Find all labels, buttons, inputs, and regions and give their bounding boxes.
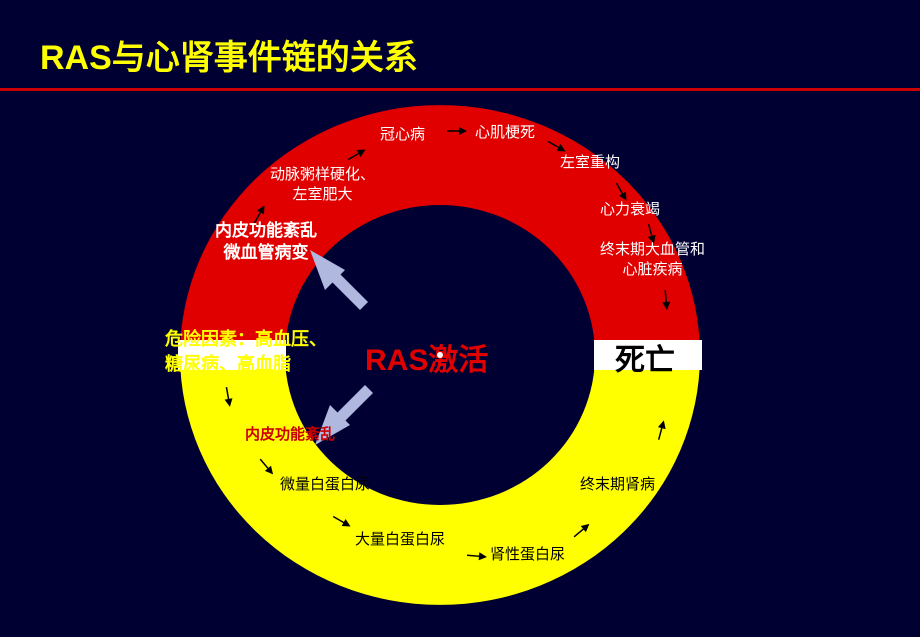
flow-arrow-icon — [445, 125, 467, 137]
node-esrd: 终末期肾病 — [580, 475, 655, 495]
node-microalbuminuria: 微量白蛋白尿 — [280, 475, 370, 495]
node-text: 心力衰竭 — [600, 201, 660, 218]
node-text: 终末期肾病 — [580, 476, 655, 493]
node-text: 终末期大血管和心脏疾病 — [600, 241, 705, 278]
node-text: 微量白蛋白尿 — [280, 476, 370, 493]
flow-arrow-icon — [659, 288, 673, 311]
node-heart-failure: 心力衰竭 — [600, 200, 660, 220]
node-endo-dysfunc-2: 内皮功能紊乱 — [245, 425, 335, 445]
page-title: RAS与心肾事件链的关系 — [40, 30, 418, 79]
node-text: 冠心病 — [380, 126, 425, 143]
center-dot-icon — [437, 352, 443, 358]
node-text: 大量白蛋白尿 — [355, 531, 445, 548]
risk-factors-label: 危险因素：高血压、糖尿病、高血脂 — [165, 327, 327, 377]
node-text: 内皮功能紊乱微血管病变 — [215, 221, 317, 262]
node-chd: 冠心病 — [380, 125, 425, 145]
node-text: 内皮功能紊乱 — [245, 426, 335, 443]
node-text: 心肌梗死 — [475, 124, 535, 141]
node-mi: 心肌梗死 — [475, 123, 535, 143]
node-macroalbuminuria: 大量白蛋白尿 — [355, 530, 445, 550]
node-endo-dysfunc-micro: 内皮功能紊乱微血管病变 — [215, 220, 317, 264]
node-text: 肾性蛋白尿 — [490, 546, 565, 563]
node-text: 左室重构 — [560, 154, 620, 171]
center-label: RAS激活 — [365, 335, 488, 379]
node-athero-lvh: 动脉粥样硬化、左室肥大 — [270, 165, 375, 204]
title-underline — [0, 88, 920, 91]
right-band-label: 死亡 — [615, 335, 675, 379]
node-renal-proteinuria: 肾性蛋白尿 — [490, 545, 565, 565]
node-lv-remodel: 左室重构 — [560, 153, 620, 173]
flow-arrow-icon — [465, 549, 488, 563]
node-end-stage-cv: 终末期大血管和心脏疾病 — [600, 240, 705, 279]
node-text: 动脉粥样硬化、左室肥大 — [270, 166, 375, 203]
